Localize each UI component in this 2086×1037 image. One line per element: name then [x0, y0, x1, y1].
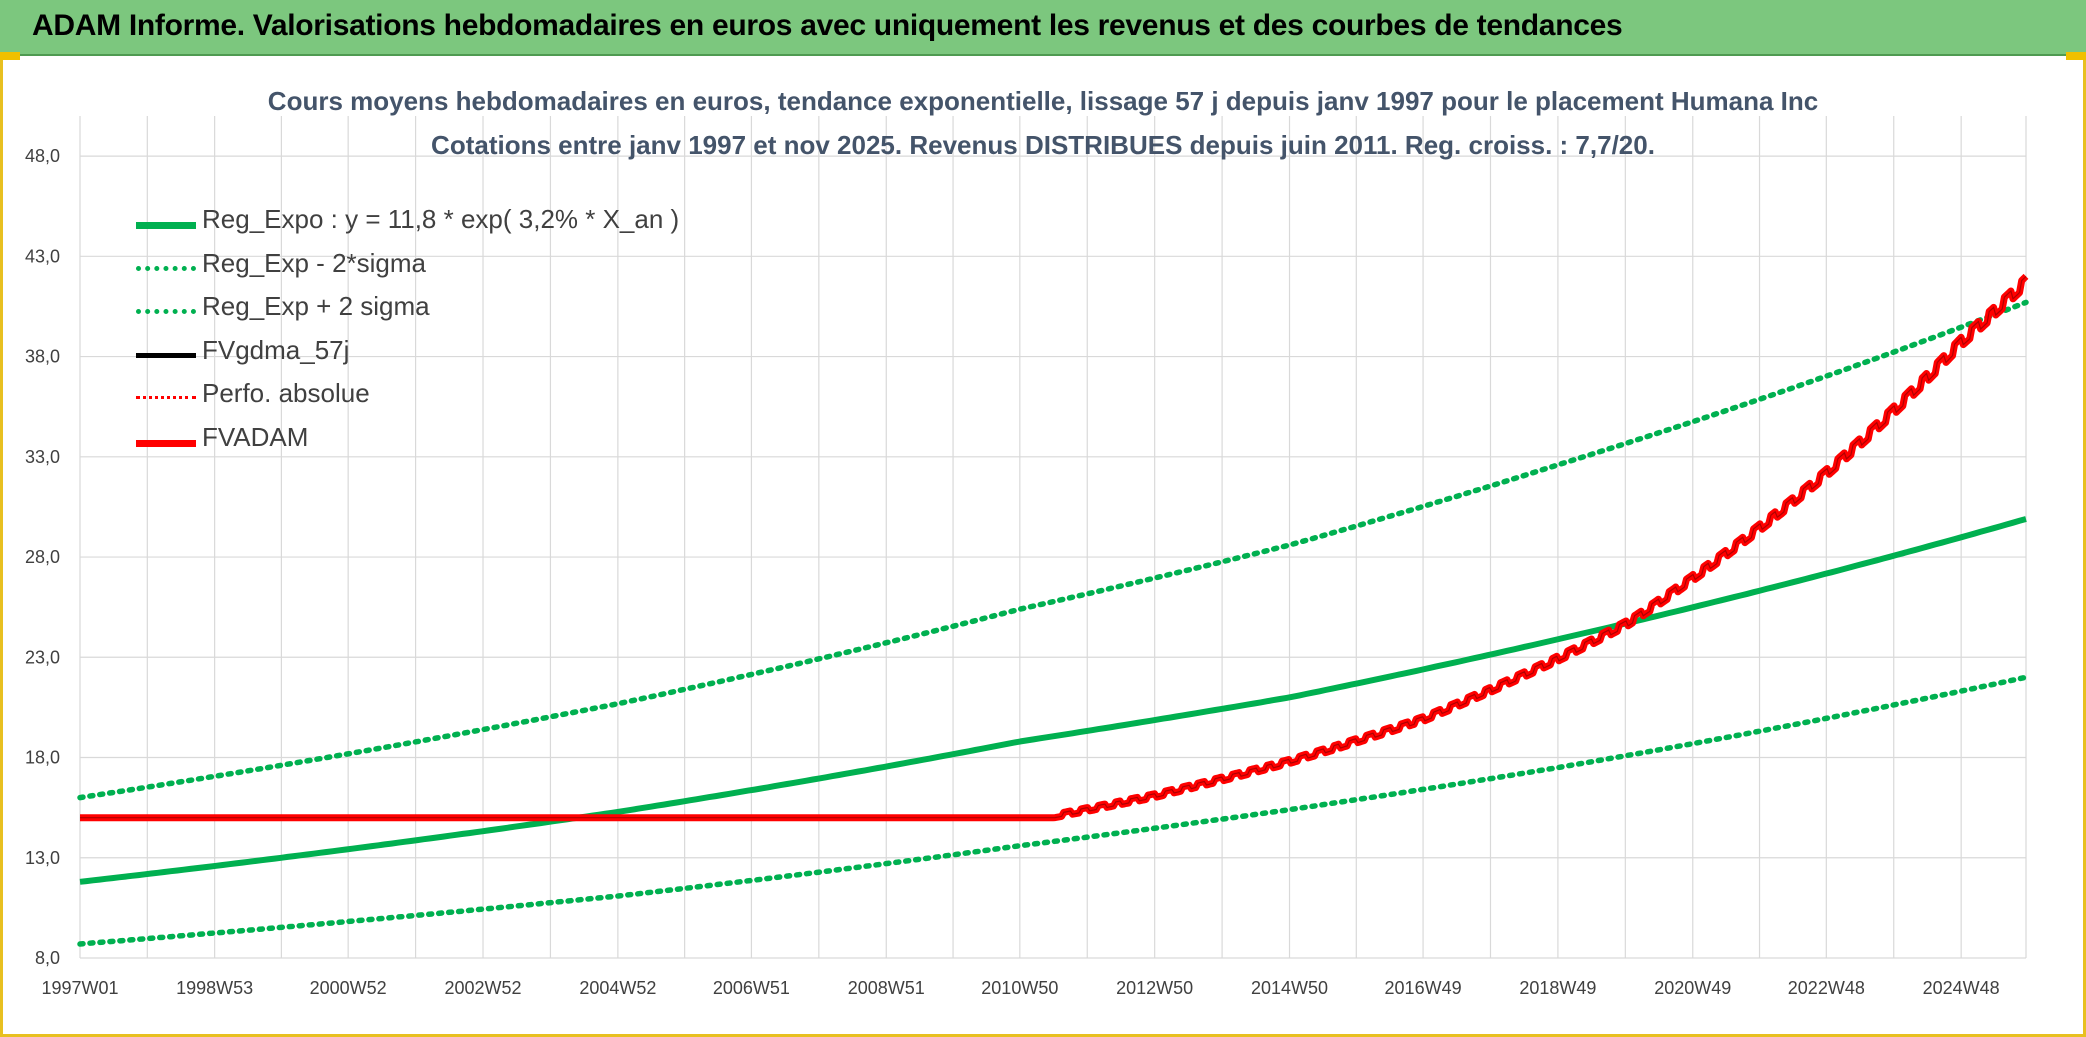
legend-label-fvgdma: FVgdma_57j	[202, 334, 350, 365]
x-tick-label: 2002W52	[444, 978, 521, 998]
legend-label-reg-expo: Reg_Expo : y = 11,8 * exp( 3,2% * X_an )	[202, 204, 680, 234]
x-tick-label: 2010W50	[981, 978, 1058, 998]
chart-subtitle: Cotations entre janv 1997 et nov 2025. R…	[431, 130, 1655, 160]
legend-label-reg-exp-minus: Reg_Exp - 2*sigma	[202, 247, 426, 278]
y-tick-label: 13,0	[25, 848, 60, 868]
y-tick-label: 33,0	[25, 447, 60, 467]
frame-corner-left	[0, 52, 20, 60]
x-tick-label: 2008W51	[848, 978, 925, 998]
x-tick-label: 2020W49	[1654, 978, 1731, 998]
y-tick-label: 28,0	[25, 547, 60, 567]
series-line-2	[77, 299, 2029, 801]
x-tick-label: 2006W51	[713, 978, 790, 998]
legend-swatch-fvadam	[136, 439, 196, 447]
chart-title: Cours moyens hebdomadaires en euros, ten…	[267, 86, 1819, 116]
x-tick-label: 2012W50	[1116, 978, 1193, 998]
x-tick-label: 2024W48	[1923, 978, 2000, 998]
x-tick-label: 1998W53	[176, 978, 253, 998]
line-chart: 8,0 13,0 18,0 23,0 28,0 33,0 38,0 43,0 48,0 1997…	[25, 116, 2029, 998]
legend-swatch-reg-exp-plus	[136, 309, 196, 314]
legend-label-perfo-absolue: Perfo. absolue	[202, 378, 370, 408]
series-line-1	[77, 674, 2029, 947]
x-tick-label: 2018W49	[1519, 978, 1596, 998]
legend-swatch-reg-expo	[136, 222, 196, 229]
x-tick-label: 1997W01	[41, 978, 118, 998]
legend-label-reg-exp-plus: Reg_Exp + 2 sigma	[202, 291, 430, 321]
report-title: ADAM Informe. Valorisations hebdomadaire…	[32, 9, 1623, 42]
y-tick-label: 18,0	[25, 748, 60, 768]
frame-corner-right	[2066, 52, 2086, 60]
legend-label-fvadam: FVADAM	[202, 421, 309, 452]
y-tick-label: 8,0	[35, 948, 60, 968]
y-tick-label: 38,0	[25, 347, 60, 367]
x-tick-label: 2004W52	[579, 978, 656, 998]
series-line-core	[80, 275, 2027, 819]
x-axis-ticks: 1997W01 1998W53 2000W52 2002W52 2004W52 2006W…	[41, 978, 1999, 998]
x-tick-label: 2022W48	[1788, 978, 1865, 998]
y-tick-label: 48,0	[25, 146, 60, 166]
report-banner: ADAM Informe. Valorisations hebdomadaire…	[0, 0, 2086, 56]
series-line-0	[79, 516, 2027, 885]
gridlines	[79, 116, 2027, 959]
x-tick-label: 2000W52	[310, 978, 387, 998]
y-axis-ticks: 8,0 13,0 18,0 23,0 28,0 33,0 38,0 43,0 48,0	[25, 146, 60, 968]
x-tick-label: 2016W49	[1385, 978, 1462, 998]
series-lines	[77, 273, 2029, 947]
legend-swatch-fvgdma	[136, 352, 196, 358]
legend-swatch-perfo-absolue	[136, 396, 196, 399]
x-tick-label: 2014W50	[1251, 978, 1328, 998]
y-tick-label: 23,0	[25, 647, 60, 667]
legend-swatch-reg-exp-minus	[136, 265, 196, 271]
y-tick-label: 43,0	[25, 246, 60, 266]
